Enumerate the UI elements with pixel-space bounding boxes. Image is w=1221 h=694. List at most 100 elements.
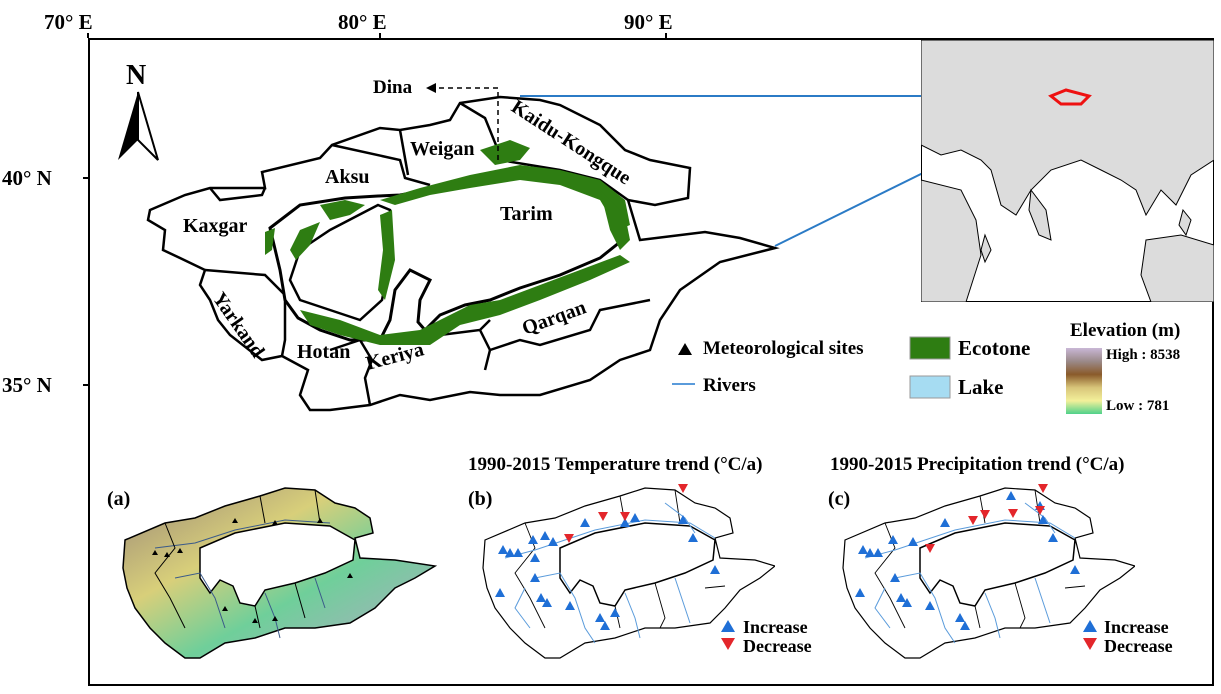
- increase-label-b: Increase: [743, 617, 808, 637]
- panel-c-river: [874, 587, 891, 629]
- panel-c-river: [984, 592, 1001, 639]
- panel-b-river: [674, 577, 691, 624]
- panel-b-subbasin: [704, 585, 726, 589]
- panel-b-increase-site: [530, 573, 540, 582]
- legend-elevation-low: Low : 781: [1106, 398, 1170, 414]
- panel-b-increase-site: [505, 548, 515, 557]
- panel-a-label: (a): [107, 488, 131, 510]
- increase-icon: [721, 620, 735, 632]
- dina-label: Dina: [373, 77, 413, 98]
- panel-b-subbasin: [654, 582, 666, 629]
- panel-b-increase-site: [610, 608, 620, 617]
- panel-c-decrease-site: [925, 544, 935, 553]
- panel-c-map: [842, 484, 1135, 659]
- panel-c-label: (c): [828, 488, 851, 510]
- inset-highlight-region: [1048, 88, 1092, 106]
- map-frame: [88, 38, 1214, 686]
- panel-a-map: [122, 487, 438, 659]
- panel-c-increase-site: [858, 545, 868, 554]
- panel-c-increase-site: [888, 535, 898, 544]
- panel-c-increase-site: [960, 621, 970, 630]
- panel-c-decrease-site: [1008, 509, 1018, 518]
- basin-label-kaxgar: Kaxgar: [183, 215, 248, 237]
- legend-ecotone-label: Ecotone: [958, 336, 1031, 360]
- panel-b-increase-site: [580, 518, 590, 527]
- panel-b-increase-site: [513, 548, 523, 557]
- panel-c-subbasin: [974, 605, 981, 629]
- panel-b-increase-site: [540, 531, 550, 540]
- panel-b-river: [504, 519, 716, 559]
- panel-c-subbasin: [1064, 585, 1086, 589]
- panel-c-inner: [919, 522, 1076, 607]
- panel-c-decrease-site: [980, 510, 990, 519]
- panel-b-increase-site: [710, 565, 720, 574]
- basin-label-weigan: Weigan: [410, 138, 474, 160]
- decrease-label-b: Decrease: [743, 636, 812, 656]
- panel-c-increase-site: [902, 598, 912, 607]
- panel-c-increase-site: [1070, 565, 1080, 574]
- decrease-icon-c: [1083, 638, 1097, 650]
- panel-c-increase-site: [865, 548, 875, 557]
- panel-b-increase-site: [688, 533, 698, 542]
- panel-c-decrease-site: [1035, 506, 1045, 515]
- panel-c-river: [894, 572, 956, 644]
- panel-c-decrease-site: [1038, 484, 1048, 493]
- panel-b-increase-site: [678, 515, 688, 524]
- panel-b-label: (b): [468, 488, 493, 510]
- legend-sites-label: Meteorological sites: [703, 338, 864, 359]
- panel-b-decrease-site: [564, 534, 574, 543]
- panel-c-increase-site: [1038, 515, 1048, 524]
- panel-b-inner: [559, 522, 716, 607]
- north-arrow-icon: [118, 91, 159, 161]
- longitude-label-90: 90° E: [624, 10, 673, 34]
- inset-map: [921, 40, 1214, 302]
- legend-site-icon: [678, 343, 692, 355]
- panel-c-increase-site: [890, 573, 900, 582]
- dina-arrow-icon: [426, 83, 436, 93]
- increase-icon-c: [1083, 620, 1097, 632]
- panel-c-increase-site: [873, 548, 883, 557]
- decrease-icon: [721, 638, 735, 650]
- basin-label-tarim: Tarim: [500, 203, 553, 225]
- panel-c-increase-site: [855, 588, 865, 597]
- panel-c-river: [864, 519, 1076, 559]
- panel-b-increase-site: [498, 545, 508, 554]
- longitude-label-70: 70° E: [44, 10, 93, 34]
- panel-b-increase-site: [600, 621, 610, 630]
- panel-b-increase-site: [528, 535, 538, 544]
- panel-b-increase-site: [542, 598, 552, 607]
- panel-c-increase-site: [955, 613, 965, 622]
- panel-b-increase-site: [530, 553, 540, 562]
- legend-elevation-high: High : 8538: [1106, 347, 1181, 363]
- panel-c-title: 1990-2015 Precipitation trend (°C/a): [830, 454, 1125, 475]
- panel-b-river: [624, 592, 641, 639]
- increase-label-c: Increase: [1104, 617, 1169, 637]
- panel-b-increase-site: [536, 593, 546, 602]
- legend-rivers-label: Rivers: [703, 375, 756, 396]
- panel-b-increase-site: [495, 588, 505, 597]
- panel-b-title: 1990-2015 Temperature trend (°C/a): [468, 454, 763, 475]
- panel-b-increase-site: [565, 601, 575, 610]
- panel-c-subbasin: [1014, 582, 1026, 629]
- panel-c-increase-site: [908, 537, 918, 546]
- panel-b-river: [514, 587, 531, 629]
- legend-ecotone-swatch: [909, 336, 951, 360]
- panel-c-river: [1034, 577, 1051, 624]
- panel-c-increase-site: [1006, 491, 1016, 500]
- longitude-label-80: 80° E: [338, 10, 387, 34]
- legend-elevation-ramp: [1066, 348, 1102, 414]
- panel-c-river: [1024, 502, 1056, 534]
- panel-b-river: [664, 502, 696, 534]
- legend-elevation-title: Elevation (m): [1070, 320, 1181, 341]
- panel-c-increase-site: [925, 601, 935, 610]
- ecotone-areas: [265, 140, 630, 345]
- decrease-label-c: Decrease: [1104, 636, 1173, 656]
- panel-b-river: [534, 572, 596, 644]
- panel-b-increase-site: [620, 518, 630, 527]
- panel-c-subbasin: [979, 495, 986, 524]
- panel-b-subbasin: [674, 489, 681, 524]
